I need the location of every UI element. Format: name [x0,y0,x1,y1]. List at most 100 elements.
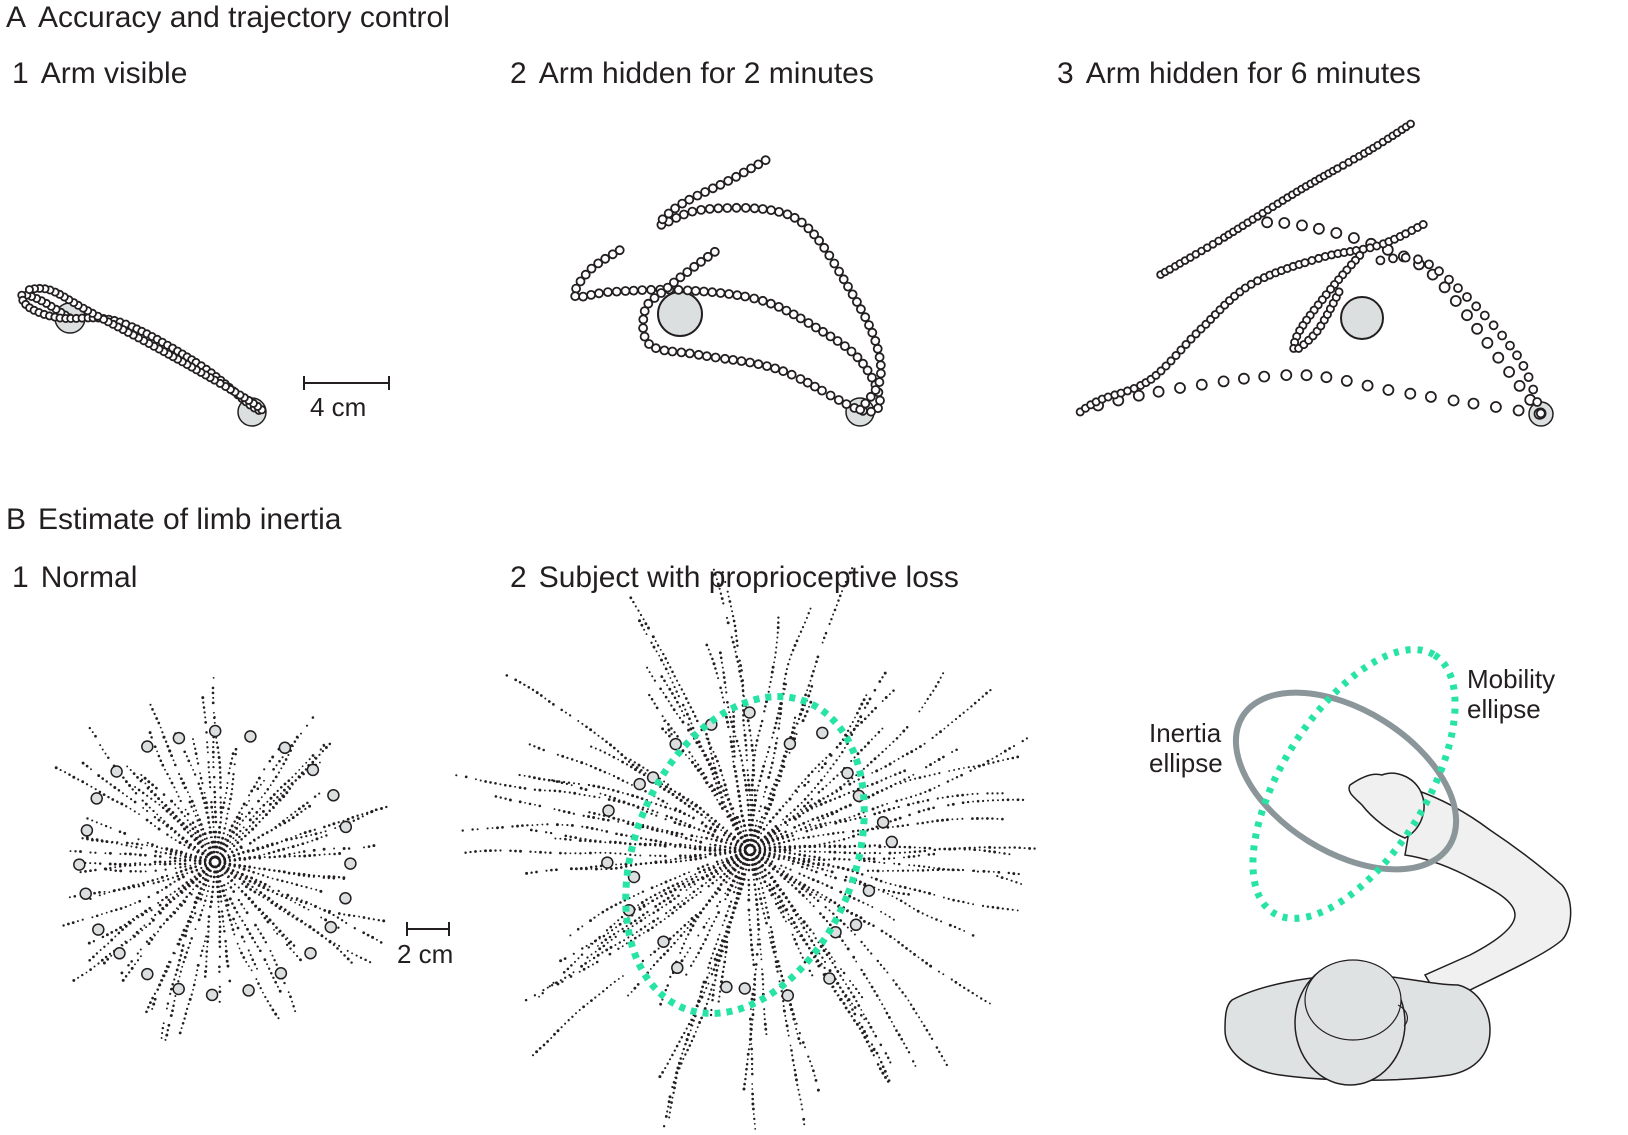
trajectory-dot [301,804,305,808]
trajectory-dot [791,1058,795,1062]
trajectory-dot [202,883,205,885]
trajectory-dot [622,929,626,933]
trajectory-dot [718,933,721,936]
trajectory-dot [273,958,276,962]
trajectory-dot [777,857,780,861]
trajectory-dot [733,906,736,909]
trajectory-dot [699,840,703,844]
trajectory-dot [788,878,792,881]
trajectory-dot [114,866,117,869]
trajectory-dot [855,1022,859,1026]
trajectory-dot [527,686,531,689]
trajectory-dot [146,844,149,847]
trajectory-dot [239,829,242,833]
trajectory-bead [1166,356,1176,366]
trajectory-dot [181,884,185,887]
trajectory-dot [271,922,275,926]
trajectory-dot [251,821,255,824]
trajectory-dot [671,1096,674,1099]
trajectory-dot [167,878,170,881]
trajectory-dot [141,881,145,885]
trajectory-dot [844,1006,848,1010]
trajectory-dot [707,885,710,888]
trajectory-dot [724,851,727,854]
trajectory-dot [690,834,694,838]
trajectory-dot [100,823,103,826]
trajectory-dot [722,965,725,969]
trajectory-dot [649,854,652,857]
trajectory-dot [673,1086,676,1090]
trajectory-dot [564,711,567,714]
trajectory-dot [679,799,683,802]
trajectory-dot [190,993,193,996]
trajectory-dot [696,915,700,919]
trajectory-dot [685,1038,689,1042]
trajectory-dot [684,708,687,711]
trajectory-dot [233,820,236,823]
trajectory-dot [653,702,656,705]
trajectory-dot [818,952,821,955]
trajectory-dot [580,953,584,956]
trajectory-dot [137,838,140,841]
trajectory-dot [553,808,556,811]
trajectory-dot [776,871,779,873]
trajectory-dot [723,872,726,876]
trajectory-dot [777,965,781,968]
trajectory-dot [604,851,607,854]
trajectory-dot [867,1021,870,1025]
trajectory-dot [720,954,723,958]
trajectory-dot [177,807,180,810]
trajectory-dot [230,792,233,796]
trajectory-dot [642,904,646,908]
trajectory-bead [724,289,734,299]
trajectory-dot [248,932,252,936]
trajectory-dot [593,731,596,734]
trajectory-dot [996,906,1000,910]
trajectory-dot [278,930,281,933]
trajectory-dot [664,785,668,789]
trajectory-dot [586,1002,589,1005]
trajectory-dot [100,913,103,916]
trajectory-dot [769,936,772,939]
trajectory-dot [210,900,213,903]
trajectory-dot [325,834,328,837]
trajectory-dot [718,848,722,851]
trajectory-dot [154,869,157,872]
trajectory-dot [222,925,225,928]
trajectory-dot [760,864,764,868]
trajectory-dot [189,866,193,870]
trajectory-dot [633,919,637,923]
trajectory-dot [310,903,313,906]
trajectory-dot [844,994,848,997]
trajectory-dot [205,935,208,938]
trajectory-dot [679,819,683,823]
trajectory-dot [740,831,742,834]
trajectory-dot [185,929,188,933]
trajectory-dot [280,894,284,898]
trajectory-dot [753,983,757,986]
trajectory-dot [942,973,945,976]
trajectory-dot [296,736,299,739]
trajectory-dot [687,804,691,808]
trajectory-bead [1217,375,1230,388]
trajectory-dot [282,795,286,799]
trajectory-dot [658,891,661,894]
trajectory-dot [211,686,215,690]
trajectory-dot [276,932,279,935]
trajectory-dot [594,867,598,871]
trajectory-dot [88,726,91,730]
trajectory-dot [258,857,261,860]
trajectory-dot [310,887,313,890]
trajectory-dot [782,910,785,913]
trajectory-dot [215,880,219,884]
trajectory-dot [95,914,99,918]
trajectory-dot [614,944,617,946]
trajectory-dot [638,842,642,846]
trajectory-bead [670,203,680,214]
trajectory-dot [251,936,254,940]
trajectory-dot [169,856,172,859]
trajectory-dot [325,937,328,940]
trajectory-dot [269,949,272,953]
trajectory-dot [669,816,673,820]
trajectory-dot [705,1002,709,1006]
